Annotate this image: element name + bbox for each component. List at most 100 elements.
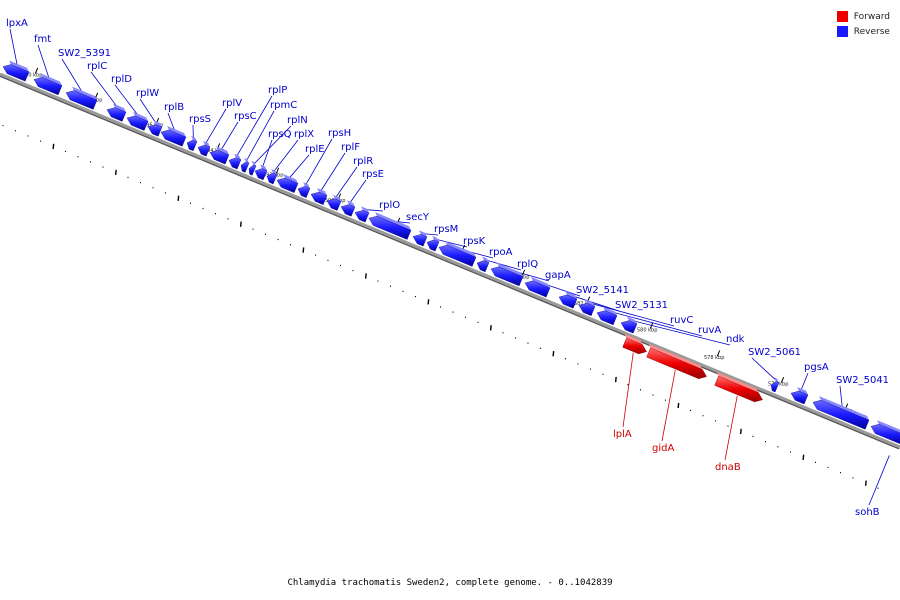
gene-label-rple[interactable]: rplE [305, 144, 325, 155]
gene-block-reverse-ndk[interactable] [620, 320, 638, 334]
leader-line-fmt [37, 44, 50, 80]
gene-label-sw2-5061[interactable]: SW2_5061 [748, 347, 801, 358]
gene-block-reverse-rplv[interactable] [197, 144, 211, 157]
legend-reverse: Reverse [836, 24, 890, 39]
gene-label-sw2-5391[interactable]: SW2_5391 [58, 48, 111, 59]
gene-block-reverse-rplr[interactable] [326, 198, 342, 211]
gene-label-rpld[interactable]: rplD [111, 74, 132, 85]
gene-label-rplb[interactable]: rplB [164, 102, 184, 113]
gene-block-reverse-sw2-5131-top [565, 290, 577, 300]
gene-label-lpxa[interactable]: lpxA [6, 18, 28, 29]
gene-label-rplq[interactable]: rplQ [517, 259, 538, 270]
gene-block-reverse-rpmc[interactable] [240, 161, 250, 173]
gene-block-reverse-rplo[interactable] [354, 210, 370, 223]
gene-label-ruvc[interactable]: ruvC [670, 315, 693, 326]
gene-features [2, 60, 900, 444]
gene-block-forward-dnab[interactable] [714, 375, 763, 403]
gene-label-lpla[interactable]: lplA [613, 429, 632, 440]
gene-block-reverse-rpsc[interactable] [209, 150, 230, 165]
gene-block-reverse-secy[interactable] [368, 215, 412, 240]
gene-block-reverse-sw2-5061[interactable] [770, 381, 780, 393]
gene-label-sw2-5131[interactable]: SW2_5131 [615, 300, 668, 311]
gene-label-dnab[interactable]: dnaB [715, 462, 741, 473]
gene-label-fmt[interactable]: fmt [34, 34, 51, 45]
gene-label-rplf[interactable]: rplF [341, 142, 360, 153]
leader-line-rplc [90, 71, 119, 108]
gene-block-reverse-rplw[interactable] [147, 124, 163, 137]
gene-block-reverse-sw2-5131[interactable] [558, 294, 578, 309]
gene-label-rpoa[interactable]: rpoA [489, 247, 513, 258]
gene-block-reverse-sw2-5391[interactable] [65, 90, 98, 110]
gene-block-reverse-rpss[interactable] [186, 139, 198, 152]
scale-tick-minor [677, 402, 680, 409]
gene-label-rplx[interactable]: rplX [294, 129, 314, 140]
gene-label-ndk[interactable]: ndk [726, 334, 745, 345]
gene-block-reverse-rpoa[interactable] [438, 244, 477, 267]
leader-line-sw2-5131 [569, 294, 620, 312]
leader-line-rplv [205, 108, 227, 145]
gene-block-reverse-lpxa[interactable] [2, 64, 30, 82]
gene-label-ruva[interactable]: ruvA [698, 325, 721, 336]
gene-block-reverse-rpsq[interactable] [254, 168, 268, 181]
gene-block-reverse-gapa[interactable] [490, 266, 524, 287]
gene-block-reverse-rpse-top [347, 200, 355, 208]
gene-label-rpmc[interactable]: rpmC [270, 100, 297, 111]
gene-block-forward-dnab-top [716, 372, 759, 393]
gene-label-rpse[interactable]: rpsE [362, 169, 384, 180]
label-leader-lines [9, 28, 890, 506]
gene-label-rplv[interactable]: rplV [222, 98, 242, 109]
gene-label-rpsc[interactable]: rpsC [234, 111, 257, 122]
gene-label-rpsk[interactable]: rpsK [463, 236, 486, 247]
gene-block-reverse-rpsk[interactable] [426, 239, 440, 252]
leader-line-rplr [335, 166, 358, 199]
gene-block-reverse-rpsm[interactable] [412, 234, 428, 247]
gene-block-forward-lpla[interactable] [622, 337, 647, 355]
gene-label-rpsq[interactable]: rpsQ [268, 129, 292, 140]
gene-block-reverse-pgsa[interactable] [790, 390, 809, 405]
gene-label-secy[interactable]: secY [406, 212, 430, 223]
gene-label-rplr[interactable]: rplR [353, 156, 373, 167]
gene-block-reverse-rple[interactable] [276, 177, 299, 193]
gene-label-rplw[interactable]: rplW [136, 88, 159, 99]
gene-block-reverse-rpse[interactable] [340, 204, 356, 217]
gene-block-reverse-rpsq-top [260, 164, 267, 171]
gene-block-reverse-rplx[interactable] [266, 172, 278, 185]
gene-label-rplp[interactable]: rplP [268, 85, 287, 96]
gene-label-sw2-5041[interactable]: SW2_5041 [836, 375, 889, 386]
gene-block-reverse-rplf[interactable] [310, 191, 328, 205]
gene-block-reverse-rpln[interactable] [248, 164, 257, 176]
leader-line-rpsc [220, 121, 239, 151]
gene-label-sohb[interactable]: sohB [855, 507, 880, 518]
gene-label-gapa[interactable]: gapA [545, 270, 571, 281]
gene-label-rpsm[interactable]: rpsM [434, 224, 458, 235]
gene-block-reverse-rplo-top [361, 206, 369, 213]
scale-tick-minor [739, 428, 742, 435]
gene-block-forward-gida[interactable] [646, 347, 707, 379]
gene-block-reverse-ruva[interactable] [596, 310, 618, 326]
gene-label-gida[interactable]: gidA [652, 443, 674, 454]
gene-block-reverse-rplp[interactable] [228, 157, 242, 170]
gene-block-reverse-sohb[interactable] [870, 424, 900, 444]
gene-block-reverse-rpld[interactable] [126, 115, 149, 131]
gene-block-reverse-rplq[interactable] [476, 260, 490, 273]
legend-forward-label: Forward [853, 11, 890, 22]
gene-block-reverse-rplc[interactable] [106, 107, 127, 122]
gene-label-rplc[interactable]: rplC [87, 61, 107, 72]
gene-block-reverse-sohb-top [877, 420, 900, 433]
leader-line-rple [288, 154, 310, 179]
gene-block-reverse-sw2-5141[interactable] [524, 280, 551, 298]
gene-block-reverse-rpsh[interactable] [297, 186, 311, 198]
gene-block-reverse-ruvc[interactable] [578, 302, 596, 317]
gene-label-rpsh[interactable]: rpsH [328, 128, 351, 139]
gene-label-rplo[interactable]: rplO [379, 200, 400, 211]
gene-label-rpln[interactable]: rplN [287, 115, 308, 126]
gene-block-reverse-fmt[interactable] [33, 77, 63, 96]
gene-label-pgsa[interactable]: pgsA [804, 362, 829, 373]
gene-label-rpss[interactable]: rpsS [189, 114, 211, 125]
gene-block-reverse-rplb[interactable] [160, 129, 187, 147]
gene-block-reverse-sw2-5041[interactable] [812, 399, 870, 430]
gene-label-sw2-5141[interactable]: SW2_5141 [576, 285, 629, 296]
gene-block-reverse-gapa-top [497, 262, 523, 277]
scale-tick-minor [302, 247, 305, 253]
gene-block-reverse-rpld-top [133, 111, 148, 122]
